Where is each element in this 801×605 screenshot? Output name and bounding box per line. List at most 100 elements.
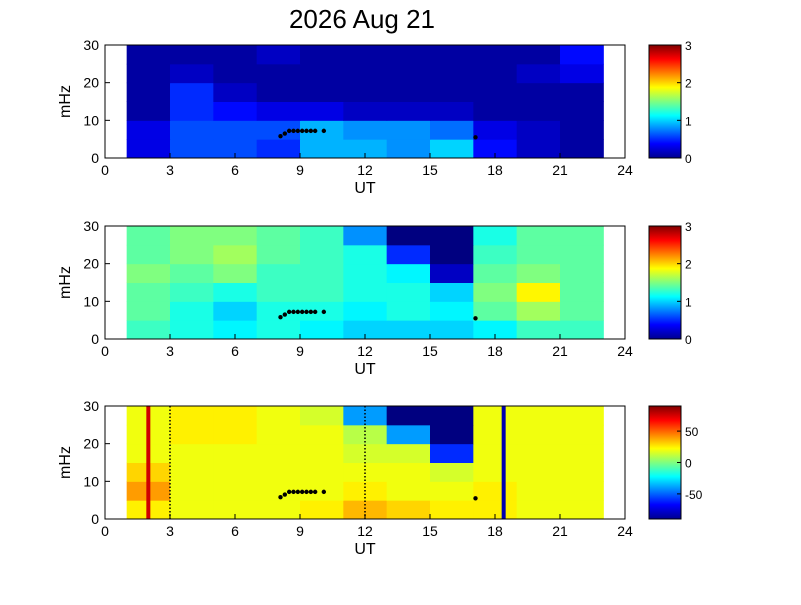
marker <box>286 128 292 134</box>
heat-cell <box>516 462 561 482</box>
heat-cell <box>213 320 258 340</box>
heat-cell <box>170 320 214 340</box>
colorbar-tick-label: 0 <box>685 152 692 166</box>
heat-cell <box>560 301 604 321</box>
heat-cell <box>300 244 344 265</box>
heat-cell <box>343 45 388 65</box>
colorbar-tick-label: -50 <box>685 488 703 502</box>
heat-cell <box>386 63 431 84</box>
heat-cell <box>213 301 258 321</box>
colorbar <box>648 405 682 520</box>
heat-cell <box>516 406 561 426</box>
heat-cell <box>126 263 171 283</box>
x-axis-label: UT <box>354 361 376 378</box>
marker <box>308 309 314 315</box>
heat-cell <box>516 500 561 520</box>
x-tick-label: 0 <box>101 523 109 539</box>
heat-cell <box>300 282 344 302</box>
heat-cell <box>473 406 518 426</box>
heat-cell <box>343 301 388 321</box>
heat-cell <box>430 263 474 283</box>
x-tick-label: 15 <box>422 162 438 178</box>
y-tick-label: 10 <box>83 112 99 128</box>
heat-cell <box>213 443 258 463</box>
heat-cell <box>343 226 388 246</box>
heat-cell <box>300 406 344 426</box>
x-tick-label: 21 <box>552 343 568 359</box>
heat-cell <box>343 139 388 159</box>
heat-cell <box>386 320 431 340</box>
heat-cell <box>343 443 388 463</box>
heat-cell <box>430 406 474 426</box>
heat-cell <box>386 244 431 265</box>
heat-cell <box>430 424 474 445</box>
marker <box>304 489 309 495</box>
heat-cell <box>170 45 214 65</box>
heat-cell <box>343 462 388 482</box>
marker <box>291 128 296 134</box>
colorbar-tick-label: 0 <box>685 457 692 471</box>
marker <box>473 316 478 321</box>
heat-cell <box>126 301 171 321</box>
colorbar <box>648 225 682 340</box>
heat-cell <box>170 301 214 321</box>
heat-cell <box>430 244 474 265</box>
heat-cell <box>213 63 258 84</box>
y-tick-label: 30 <box>83 398 99 414</box>
heat-cell <box>430 120 474 140</box>
x-tick-label: 3 <box>166 523 174 539</box>
heat-cell <box>170 406 214 426</box>
heat-cell <box>256 45 301 65</box>
colorbar <box>648 44 682 159</box>
heat-cell <box>516 63 561 84</box>
heat-cell <box>213 282 258 302</box>
marker <box>282 131 288 136</box>
x-tick-label: 6 <box>231 162 239 178</box>
heat-cell <box>126 320 171 340</box>
heat-cell <box>430 320 474 340</box>
heat-cell <box>560 120 604 140</box>
heat-cell <box>473 263 518 283</box>
marker <box>295 309 301 315</box>
heat-cell <box>473 500 518 520</box>
heat-cell <box>430 139 474 159</box>
heat-cell <box>386 45 431 65</box>
marker <box>291 309 296 315</box>
marker <box>312 309 318 315</box>
heat-cell <box>343 244 388 265</box>
heat-cell <box>256 226 301 246</box>
heat-cell <box>386 406 431 426</box>
heat-cell <box>386 424 431 445</box>
heat-cell <box>473 226 518 246</box>
x-tick-label: 0 <box>101 343 109 359</box>
marker <box>278 314 283 320</box>
heat-cell <box>386 120 431 140</box>
heat-cell <box>560 282 604 302</box>
heat-cell <box>516 301 561 321</box>
marker <box>304 309 309 315</box>
heat-cell <box>256 263 301 283</box>
heat-cell <box>386 443 431 463</box>
heat-cell <box>473 101 518 121</box>
heat-cell <box>560 101 604 121</box>
colorbar-tick-label: 2 <box>685 258 692 272</box>
heat-cell <box>343 282 388 302</box>
marker <box>321 489 327 495</box>
heat-cell <box>386 226 431 246</box>
heat-cell <box>170 282 214 302</box>
heat-cell <box>516 139 561 159</box>
colorbar-tick-label: 50 <box>685 425 699 439</box>
heat-cell <box>516 263 561 283</box>
heat-cell <box>126 45 171 65</box>
x-axis-label: UT <box>354 541 376 558</box>
y-tick-label: 20 <box>83 256 99 272</box>
heat-cell <box>170 120 214 140</box>
marker <box>278 133 283 139</box>
heat-cell <box>343 120 388 140</box>
heat-cell <box>170 481 214 501</box>
marker <box>312 128 318 134</box>
colorbar-tick-label: 3 <box>685 220 692 234</box>
heat-cell <box>256 63 301 84</box>
colorbar-tick-label: 2 <box>685 77 692 91</box>
heat-cell <box>386 139 431 159</box>
